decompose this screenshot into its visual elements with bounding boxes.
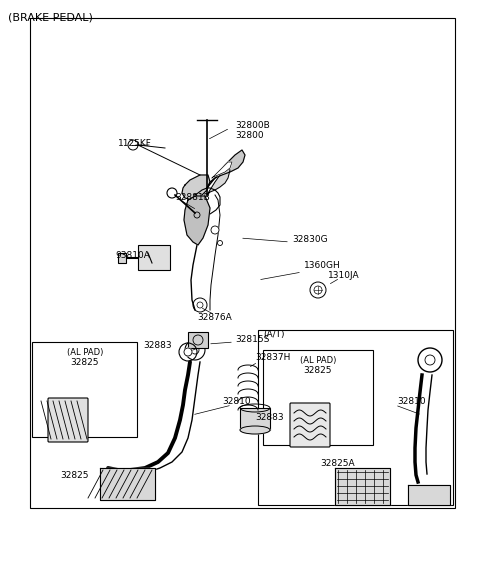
Polygon shape	[207, 168, 230, 195]
Polygon shape	[182, 175, 210, 200]
Text: 1360GH: 1360GH	[304, 260, 341, 269]
Bar	[32, 342, 137, 437]
Text: 1310JA: 1310JA	[328, 271, 360, 280]
Text: 32830G: 32830G	[292, 235, 328, 245]
Bar	[138, 245, 170, 270]
Bar	[188, 332, 208, 348]
Text: (BRAKE PEDAL): (BRAKE PEDAL)	[8, 12, 93, 22]
Text: 93810A: 93810A	[115, 251, 150, 259]
Text: (A/T): (A/T)	[263, 331, 285, 340]
Polygon shape	[335, 468, 390, 505]
Text: 32837H: 32837H	[255, 353, 290, 362]
Text: 32825: 32825	[71, 358, 99, 367]
Polygon shape	[184, 196, 210, 245]
Text: 32800B: 32800B	[235, 121, 270, 130]
Text: 32810: 32810	[222, 397, 251, 406]
Text: 32881B: 32881B	[175, 194, 210, 203]
Ellipse shape	[240, 426, 270, 434]
Polygon shape	[100, 468, 155, 500]
Bar	[30, 18, 455, 508]
Text: (AL PAD): (AL PAD)	[67, 348, 103, 357]
Circle shape	[211, 226, 219, 234]
Polygon shape	[207, 150, 245, 188]
Text: 32815S: 32815S	[235, 335, 269, 344]
Text: 32825A: 32825A	[320, 460, 355, 469]
Text: 32883: 32883	[143, 341, 172, 349]
Circle shape	[184, 348, 192, 356]
Text: 32883: 32883	[255, 414, 284, 422]
Bar	[240, 408, 270, 430]
Text: 32876A: 32876A	[197, 314, 232, 323]
Bar	[258, 330, 453, 505]
Polygon shape	[408, 485, 450, 505]
Text: 32825: 32825	[60, 470, 88, 479]
Polygon shape	[212, 162, 232, 178]
Text: 32810: 32810	[397, 397, 426, 406]
Text: (AL PAD): (AL PAD)	[300, 356, 336, 365]
Bar	[263, 350, 373, 445]
Bar	[118, 252, 126, 263]
FancyBboxPatch shape	[48, 398, 88, 442]
Text: 1125KF: 1125KF	[118, 139, 152, 148]
FancyBboxPatch shape	[290, 403, 330, 447]
Text: 32825: 32825	[304, 366, 332, 375]
Text: 32800: 32800	[235, 131, 264, 139]
